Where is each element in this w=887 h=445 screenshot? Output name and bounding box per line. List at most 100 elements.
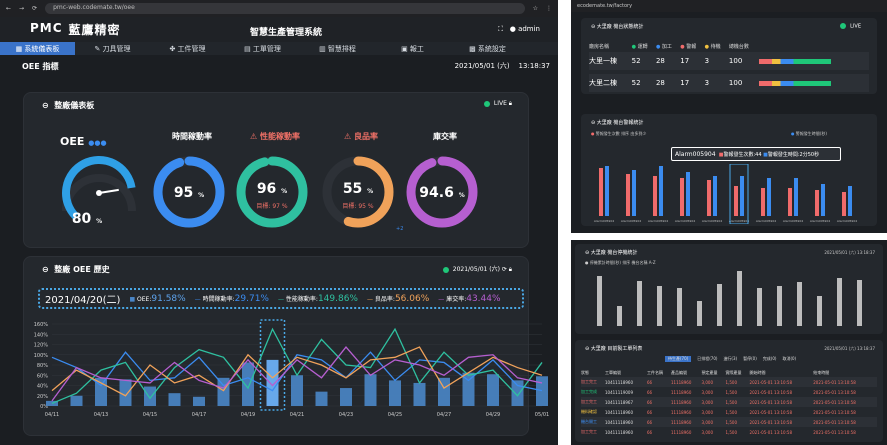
user-menu[interactable]: ⛶ ● admin bbox=[498, 25, 540, 33]
alarm-time-bar bbox=[821, 184, 825, 216]
lock-icon[interactable]: 🔒︎ bbox=[508, 266, 512, 273]
page-title: OEE 指標 bbox=[22, 61, 59, 71]
history-summary: 2021/04/20(二) ■ OEE:91.58% — 時間稼動率:29.71… bbox=[38, 288, 524, 309]
x-tick: 04/25 bbox=[388, 412, 402, 418]
downtime-bar bbox=[657, 286, 662, 326]
refresh-icon[interactable]: ⟳ bbox=[501, 266, 507, 273]
donut-0 bbox=[153, 156, 225, 228]
table-cell: 1,500 bbox=[725, 429, 737, 435]
alarm-time-bar bbox=[848, 186, 852, 216]
alarm-label: Alarm005904 bbox=[648, 219, 668, 223]
oee-bar bbox=[119, 379, 132, 406]
oee-history-chart: 160% 140% 120% 100% 80% 60% 40% 20% 0% 04/11 04/13… bbox=[34, 319, 549, 418]
workorder-tab[interactable]: 已排程(70) bbox=[697, 356, 718, 361]
reload-icon[interactable]: ⟳ bbox=[32, 5, 38, 12]
card-value: 96 % bbox=[256, 181, 288, 197]
oee-bar bbox=[144, 386, 156, 406]
table-cell: 2021-05-01 13:10:58 bbox=[813, 379, 856, 385]
table-row[interactable]: 加工完工 10411118967 66 11118960 3,000 1,500 2021-… bbox=[581, 397, 877, 407]
table-cell: 1,500 bbox=[725, 419, 737, 425]
table-cell: 3,000 bbox=[701, 419, 713, 425]
table-cell: 2021-05-01 13:10:58 bbox=[749, 399, 793, 405]
workorder-panel: ⊖ 大里廠 目前製工單列表 2021/05/01 (六) 13:18:37 待生… bbox=[575, 340, 883, 442]
main-window: ← → ⟳ pmc-web.codemate.tw/oee ☆ ⋮ PMC 藍鷹精… bbox=[0, 0, 558, 445]
alarm-count-bar bbox=[599, 168, 603, 216]
downtime-bar bbox=[697, 301, 702, 326]
card-extra: +2 bbox=[396, 226, 404, 232]
alarm-opt2[interactable]: ● 警報發生時間(秒) bbox=[791, 131, 827, 136]
downtime-bar bbox=[677, 288, 682, 326]
nav-report[interactable]: ▣ 報工 bbox=[401, 45, 424, 53]
address-bar[interactable]: pmc-web.codemate.tw/oee bbox=[45, 3, 525, 14]
table-cell: 加工完工 bbox=[581, 379, 597, 384]
oee-bar bbox=[438, 377, 450, 406]
lock-icon[interactable]: 🔒︎ bbox=[508, 100, 512, 107]
alarm-time-bar bbox=[632, 170, 636, 216]
alarm-chart: Alarm005904 Alarm005904 Alarm005904 Alarm00… bbox=[594, 164, 857, 224]
shopfloor-window: ⊖ 大里廠 機台停機統計 2021/05/01 (六) 13:18:37 ● 停… bbox=[571, 240, 887, 445]
nav-settings[interactable]: ▩ 系統設定 bbox=[469, 45, 506, 53]
alarm-label: Alarm005904 bbox=[675, 219, 695, 223]
forward-icon[interactable]: → bbox=[19, 5, 25, 12]
workorder-table: 狀態 工單編號 工件名稱 產品編號 預定產量 實際產量 開始時間 結束時間 加工完工 104111… bbox=[581, 368, 877, 437]
star-icon[interactable]: ☆ bbox=[532, 5, 538, 12]
alarm-count-bar bbox=[707, 180, 711, 216]
table-cell: 11118960 bbox=[671, 429, 692, 435]
user-icon: ● bbox=[509, 25, 516, 33]
back-icon[interactable]: ← bbox=[6, 5, 12, 12]
downtime-opt[interactable]: ● 停機累計時間(秒) 排序 機台名稱 A-Z bbox=[585, 260, 656, 265]
donut-arc bbox=[153, 156, 225, 228]
downtime-bar bbox=[757, 288, 762, 326]
oee-bar bbox=[462, 372, 475, 406]
oee-bar bbox=[511, 380, 524, 406]
table-cell: 3,000 bbox=[701, 409, 713, 415]
x-tick: 04/11 bbox=[45, 412, 59, 418]
table-row[interactable]: 加工完工 10411118960 66 11118960 3,000 1,500 2021-… bbox=[581, 377, 877, 387]
table-row[interactable]: 加工完成 10411119009 66 11118960 3,000 1,500 2021-… bbox=[581, 387, 877, 397]
col-header: 工件名稱 bbox=[647, 369, 663, 375]
nav-orders[interactable]: ▤ 工單管理 bbox=[244, 45, 281, 53]
card-label: 時間稼動率 bbox=[172, 132, 212, 141]
alarm-label: Alarm005904 bbox=[837, 219, 857, 223]
nav-dashboard[interactable]: ▦ 系統儀表板 bbox=[0, 42, 75, 55]
downtime-bar bbox=[717, 284, 722, 326]
table-row[interactable]: 機料確認 10411118960 66 11118960 3,000 1,500 2021-… bbox=[581, 407, 877, 417]
workorder-tab[interactable]: 待生產(70) bbox=[665, 356, 692, 362]
app-header: PMC 藍鷹精密 智慧生產管理系統 ⛶ ● admin bbox=[0, 17, 558, 42]
workorder-tabs: 待生產(70) 已排程(70) 進行(3) 暫停(0) 完成(0) 取消(0) bbox=[665, 356, 796, 362]
table-cell: 66 bbox=[647, 389, 653, 395]
series-line bbox=[51, 351, 543, 392]
alarm-label: Alarm005904 bbox=[594, 219, 614, 223]
menu-icon[interactable]: ⋮ bbox=[546, 5, 552, 12]
workorder-tab[interactable]: 完成(0) bbox=[762, 356, 777, 361]
card-label: 庫交率 bbox=[433, 132, 457, 141]
nav-scheduling[interactable]: ▥ 智慧排程 bbox=[319, 45, 356, 53]
table-cell: 10411118960 bbox=[605, 379, 633, 385]
alarm-label: Alarm005904 bbox=[621, 219, 641, 223]
oee-bar bbox=[70, 395, 83, 406]
oee-bar bbox=[266, 359, 279, 406]
history-title: ⊖ 整廠 OEE 歷史 bbox=[42, 265, 110, 274]
nav-tools[interactable]: ✎ 刀具管理 bbox=[94, 45, 131, 53]
downtime-date: 2021/05/01 (六) 13:18:37 bbox=[824, 250, 875, 255]
alarm-count-bar bbox=[842, 192, 846, 216]
oee-label: OEE ●●● bbox=[60, 135, 107, 148]
table-cell: 11118960 bbox=[671, 399, 692, 405]
alarm-time-bar bbox=[794, 178, 798, 216]
card-target: 目標: 95 % bbox=[342, 203, 374, 210]
workorder-tab[interactable]: 取消(0) bbox=[782, 356, 797, 361]
table-row[interactable]: 機台開工 10411118960 66 11118960 3,000 1,500 2021-… bbox=[581, 417, 877, 427]
workorder-tab[interactable]: 進行(3) bbox=[723, 356, 738, 361]
table-cell: 3,000 bbox=[701, 379, 713, 385]
alarm-count-bar bbox=[653, 176, 657, 216]
oee-bar bbox=[413, 382, 426, 406]
table-cell: 2021-05-01 13:10:58 bbox=[813, 419, 856, 425]
workorder-tab[interactable]: 暫停(0) bbox=[743, 356, 757, 361]
table-row[interactable]: 加工完工 10411118960 66 11118960 3,000 1,500 2021-… bbox=[581, 427, 877, 437]
alarm-opt1[interactable]: ● 警報發生次數 排序 由多到少 bbox=[591, 131, 647, 136]
nav-workpieces[interactable]: ✤ 工件管理 bbox=[169, 45, 206, 53]
series-line bbox=[51, 346, 543, 402]
fullscreen-icon[interactable]: ⛶ bbox=[498, 25, 504, 33]
alarm-label: Alarm005904 bbox=[702, 219, 722, 223]
x-tick: 04/19 bbox=[241, 412, 255, 418]
